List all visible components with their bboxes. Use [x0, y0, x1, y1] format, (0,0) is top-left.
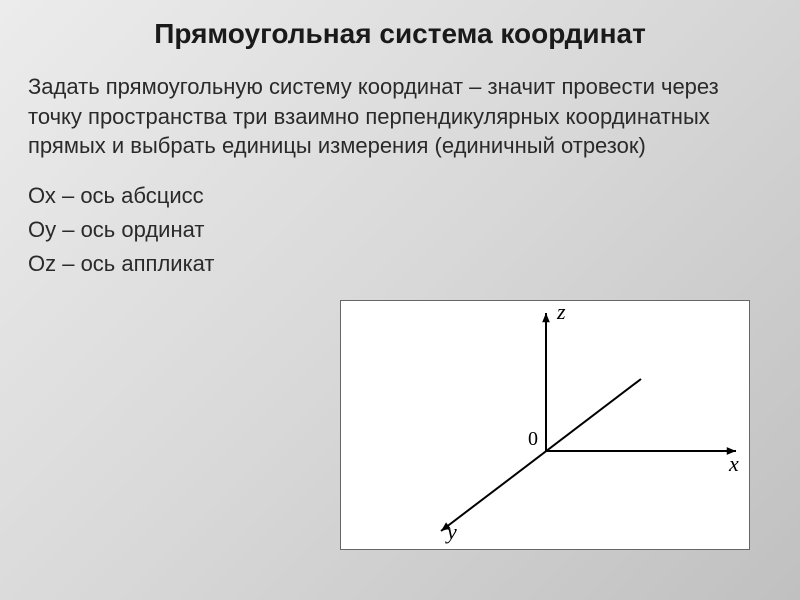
svg-text:z: z — [556, 301, 566, 324]
axis-x-label: Ох – ось абсцисс — [28, 179, 772, 213]
svg-text:x: x — [728, 451, 739, 476]
axis-y-label: Оу – ось ординат — [28, 213, 772, 247]
coordinate-diagram: 0 x z y — [340, 300, 750, 550]
svg-text:y: y — [445, 519, 457, 544]
axis-z-label: Oz – ось аппликат — [28, 247, 772, 281]
page-title: Прямоугольная система координат — [0, 0, 800, 72]
definition-paragraph: Задать прямоугольную систему координат –… — [0, 72, 800, 179]
svg-text:0: 0 — [528, 428, 538, 450]
coordinate-axes-svg: 0 x z y — [341, 301, 751, 551]
axis-list: Ох – ось абсцисс Оу – ось ординат Oz – о… — [0, 179, 800, 281]
